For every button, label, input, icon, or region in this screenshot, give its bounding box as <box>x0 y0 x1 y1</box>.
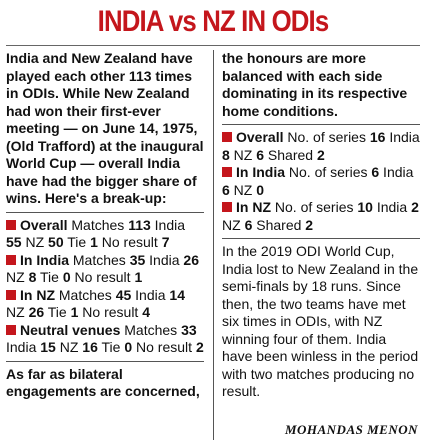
series-value: 6 <box>371 164 380 180</box>
stat-text: Tie <box>97 339 125 355</box>
series-value: 2 <box>316 146 325 163</box>
stat-value: 1 <box>134 269 143 285</box>
stat-label: Overall <box>20 216 68 233</box>
byline: MOHANDAS MENON <box>284 422 418 437</box>
red-square-bullet-icon <box>222 132 232 142</box>
bilateral-continued-paragraph: the honours are more balanced with each … <box>222 50 408 119</box>
series-in-nz: In NZ No. of series 10 India 2 NZ 6 Shar… <box>222 199 420 234</box>
section-divider <box>6 211 204 213</box>
stat-value: 55 <box>6 234 22 250</box>
stat-value: 35 <box>129 251 146 268</box>
stat-text: India <box>150 216 186 233</box>
stat-value: 15 <box>40 339 56 355</box>
stat-value: 45 <box>115 286 132 303</box>
red-square-bullet-icon <box>6 219 16 230</box>
intro-paragraph: India and New Zealand have played each o… <box>6 50 204 206</box>
bilateral-paragraph: As far as bilateral engagements are conc… <box>6 365 200 400</box>
stat-text: Matches <box>67 216 129 233</box>
stat-label: In India <box>20 251 69 268</box>
series-value: 6 <box>244 216 253 233</box>
section-divider <box>222 238 420 239</box>
series-text: India <box>385 129 420 145</box>
stat-in-india: In India Matches 35 India 26 NZ 8 Tie 0 … <box>6 252 204 287</box>
red-square-bullet-icon <box>6 289 16 300</box>
series-label: Overall <box>236 129 284 145</box>
stat-text: Tie <box>63 234 91 250</box>
series-overall: Overall No. of series 16 India 8 NZ 6 Sh… <box>222 129 420 164</box>
series-stats: Overall No. of series 16 India 8 NZ 6 Sh… <box>222 129 420 234</box>
series-value: 6 <box>222 181 230 198</box>
stat-text: Tie <box>36 269 63 285</box>
stat-value: 7 <box>161 234 170 250</box>
series-value: 2 <box>411 199 419 215</box>
match-stats: Overall Matches 113 India 55 NZ 50 Tie 1… <box>6 217 204 357</box>
series-value: 2 <box>305 216 314 233</box>
stat-value: 1 <box>90 234 98 250</box>
stat-value: 26 <box>183 251 199 268</box>
stat-text: No result <box>70 269 135 285</box>
series-text: NZ <box>229 146 257 163</box>
stat-value: 33 <box>181 321 197 338</box>
stat-value: 113 <box>128 216 151 233</box>
series-text: NZ <box>229 181 257 198</box>
series-text: India <box>372 199 412 215</box>
stat-neutral-venues: Neutral venues Matches 33 India 15 NZ 16… <box>6 322 204 357</box>
series-value: 0 <box>256 181 265 198</box>
stat-value: 0 <box>124 339 133 355</box>
stat-in-nz: In NZ Matches 45 India 14 NZ 26 Tie 1 No… <box>6 287 204 322</box>
stat-value: 8 <box>28 269 37 285</box>
series-in-india: In India No. of series 6 India 6 NZ 0 <box>222 164 420 199</box>
series-value: 16 <box>369 129 386 145</box>
stat-text: No result <box>97 234 162 250</box>
stat-value: 0 <box>62 269 71 285</box>
world-cup-paragraph: In the 2019 ODI World Cup, India lost to… <box>222 243 419 399</box>
series-text: India <box>379 164 414 180</box>
series-text: NZ <box>222 216 245 233</box>
stat-text: Tie <box>44 304 71 320</box>
series-text: Shared <box>264 146 317 163</box>
section-divider <box>222 124 420 125</box>
stat-text: NZ <box>6 269 29 285</box>
stat-text: No result <box>78 304 143 320</box>
series-value: 8 <box>222 146 230 163</box>
stat-text: Matches <box>69 251 130 268</box>
series-text: No. of series <box>271 199 358 215</box>
right-column: the honours are more balanced with each … <box>222 50 420 401</box>
left-column: India and New Zealand have played each o… <box>6 50 204 401</box>
stat-value: 14 <box>169 286 185 303</box>
stat-value: 1 <box>70 304 79 320</box>
stat-text: NZ <box>21 234 49 250</box>
stat-text: India <box>131 286 170 303</box>
series-text: No. of series <box>285 164 372 180</box>
series-value: 6 <box>256 146 265 163</box>
red-square-bullet-icon <box>222 202 232 212</box>
stat-value: 50 <box>48 234 64 250</box>
series-label: In India <box>236 164 285 180</box>
stat-text: India <box>6 339 41 355</box>
stat-value: 26 <box>28 304 45 320</box>
stat-text: NZ <box>6 304 29 320</box>
series-value: 10 <box>357 199 373 215</box>
column-divider <box>213 50 214 440</box>
stat-text: No result <box>132 339 196 355</box>
stat-label: Neutral venues <box>20 321 121 338</box>
stat-text: Matches <box>55 286 116 303</box>
stat-value: 4 <box>142 304 151 320</box>
title-rule <box>6 45 420 46</box>
series-text: No. of series <box>283 129 370 145</box>
stat-value: 16 <box>82 339 98 355</box>
stat-text: NZ <box>55 339 83 355</box>
section-divider <box>6 360 204 362</box>
stat-text: Matches <box>120 321 182 338</box>
red-square-bullet-icon <box>222 167 232 177</box>
series-text: Shared <box>252 216 306 233</box>
stat-text: India <box>145 251 184 268</box>
stat-value: 2 <box>195 339 204 355</box>
red-square-bullet-icon <box>6 254 16 265</box>
red-square-bullet-icon <box>6 324 16 335</box>
page-title: INDIA vs NZ IN ODIs <box>97 5 330 38</box>
stat-label: In NZ <box>20 286 55 303</box>
series-label: In NZ <box>236 199 271 215</box>
stat-overall: Overall Matches 113 India 55 NZ 50 Tie 1… <box>6 217 204 252</box>
